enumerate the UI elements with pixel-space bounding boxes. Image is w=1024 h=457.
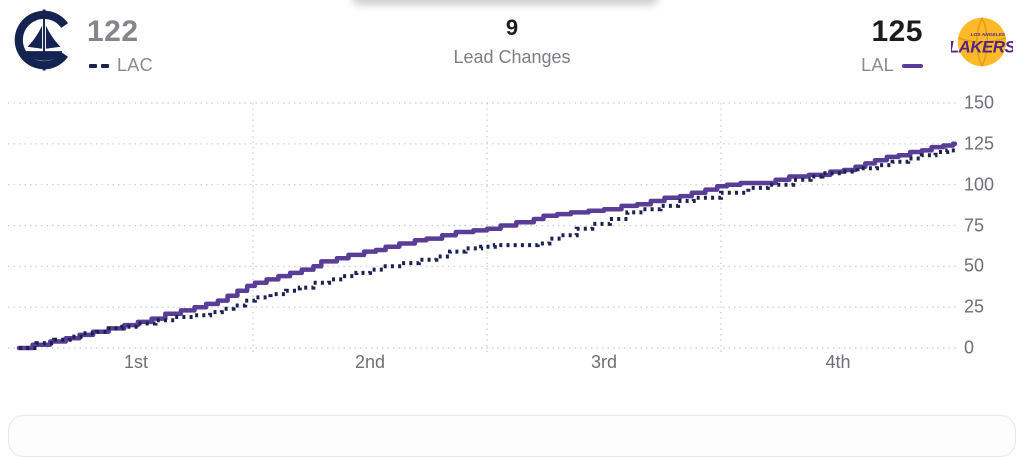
x-tick-label: 1st	[123, 352, 149, 372]
x-tick-label: 4th	[825, 352, 851, 372]
series-line-lal	[16, 141, 958, 351]
y-tick-label: 75	[964, 215, 985, 235]
solid-line-icon	[902, 63, 923, 68]
lead-changes-value: 9	[505, 15, 519, 40]
lakers-title-text: LAKERS	[951, 38, 1013, 57]
home-legend: LAL	[723, 55, 923, 76]
y-tick-label: 100	[964, 174, 995, 195]
away-legend: LAC	[89, 55, 153, 76]
lead-changes-block: 9 Lead Changes	[412, 0, 612, 68]
y-tick-label: 50	[964, 255, 985, 276]
chart-svg	[8, 102, 958, 352]
x-tick-label: 3rd	[590, 352, 618, 372]
series-line-lac	[19, 148, 957, 350]
game-flow-chart[interactable]: 0 25 50 75 100 125 150 1st 2nd 3rd 4th	[0, 0, 1024, 429]
clippers-logo	[14, 9, 69, 71]
away-abbr: LAC	[117, 55, 153, 75]
home-score: 125	[871, 15, 923, 48]
y-tick-label: 125	[964, 133, 995, 154]
lakers-logo: LOS ANGELES LAKERS	[951, 17, 1013, 67]
x-tick-label: 2nd	[354, 352, 386, 372]
lakers-subtitle-text: LOS ANGELES	[971, 32, 1006, 38]
lead-changes-label: Lead Changes	[453, 47, 571, 67]
y-tick-label: 150	[964, 92, 995, 113]
dashed-line-icon	[89, 63, 109, 68]
away-score: 122	[87, 15, 139, 48]
next-card-top-edge	[8, 415, 1016, 457]
y-tick-label: 0	[964, 337, 975, 358]
top-shadow-notch	[352, 0, 658, 5]
y-tick-label: 25	[964, 296, 985, 317]
home-abbr: LAL	[861, 55, 894, 75]
